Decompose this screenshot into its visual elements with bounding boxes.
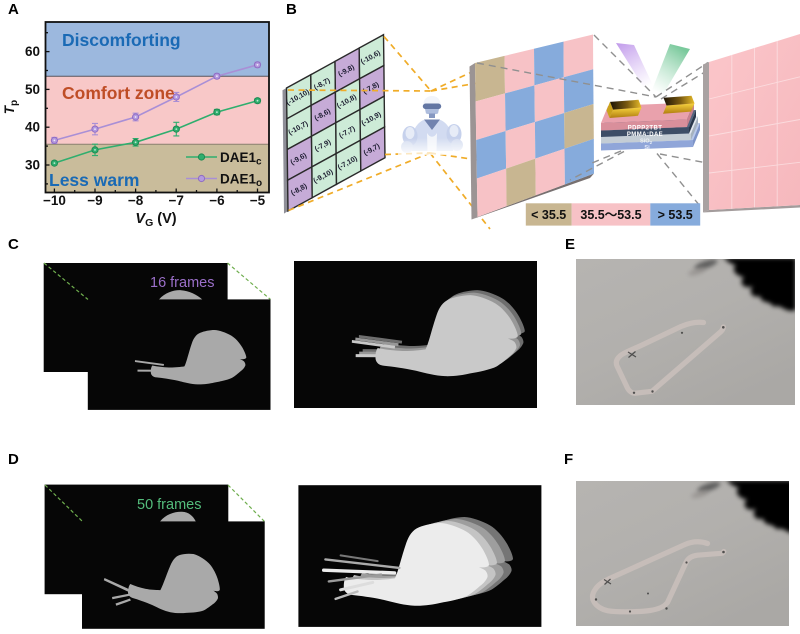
svg-text:Si: Si bbox=[644, 145, 650, 151]
svg-text:16 frames: 16 frames bbox=[150, 275, 214, 291]
svg-text:Less warm: Less warm bbox=[49, 170, 139, 190]
svg-text:SiO2: SiO2 bbox=[640, 139, 653, 145]
svg-text:> 53.5: > 53.5 bbox=[658, 208, 693, 222]
svg-text:PMMA:DAE: PMMA:DAE bbox=[627, 132, 663, 138]
svg-text:DAE1c: DAE1c bbox=[220, 150, 262, 168]
svg-text:VG (V): VG (V) bbox=[135, 211, 176, 229]
svg-text:−10: −10 bbox=[43, 193, 66, 208]
svg-text:Tp: Tp bbox=[2, 100, 20, 114]
svg-text:35.5～53.5: 35.5～53.5 bbox=[580, 208, 641, 222]
svg-text:−9: −9 bbox=[87, 193, 102, 208]
svg-text:−8: −8 bbox=[128, 193, 144, 208]
svg-text:60: 60 bbox=[25, 44, 40, 59]
svg-text:30: 30 bbox=[25, 158, 40, 173]
svg-text:Discomforting: Discomforting bbox=[62, 30, 181, 50]
svg-text:−7: −7 bbox=[168, 193, 183, 208]
svg-text:50 frames: 50 frames bbox=[137, 497, 201, 513]
svg-text:−6: −6 bbox=[209, 193, 225, 208]
svg-text:PDPP2TBT: PDPP2TBT bbox=[628, 126, 663, 132]
svg-text:−5: −5 bbox=[250, 193, 266, 208]
svg-text:50: 50 bbox=[25, 82, 40, 97]
svg-text:DAE1o: DAE1o bbox=[220, 172, 262, 190]
svg-text:Comfort zone: Comfort zone bbox=[62, 83, 175, 103]
svg-text:40: 40 bbox=[25, 120, 40, 135]
svg-text:< 35.5: < 35.5 bbox=[531, 208, 566, 222]
